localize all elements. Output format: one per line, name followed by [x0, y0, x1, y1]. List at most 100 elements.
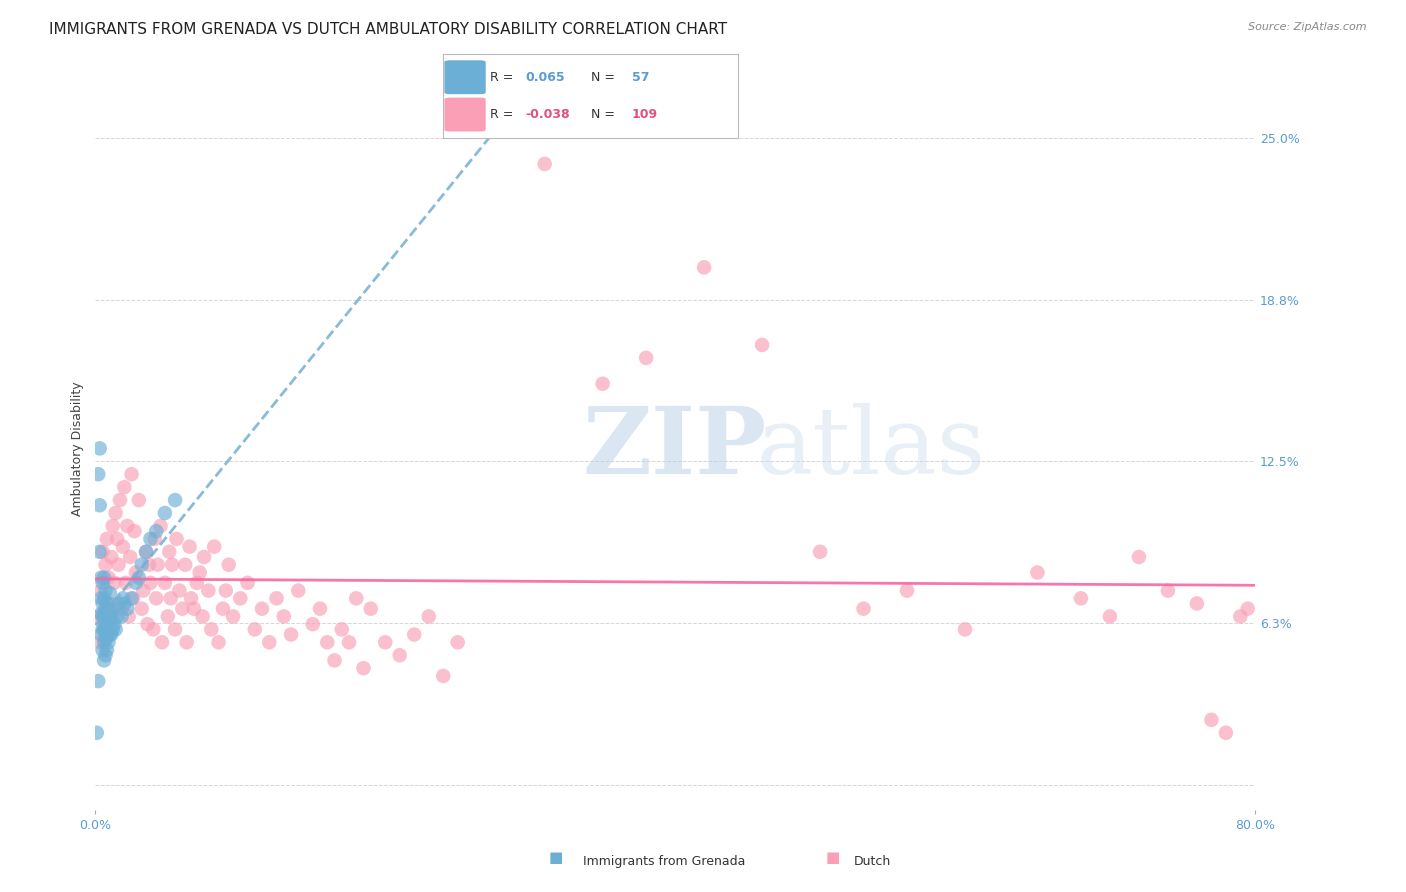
Point [200, 623, 222, 637]
Point [93, 635, 115, 649]
Point [90, 591, 112, 606]
Point [111, 591, 134, 606]
Point [1128, 549, 1150, 564]
Point [309, 601, 332, 615]
Point [191, 609, 214, 624]
Point [222, 609, 245, 624]
Point [125, 575, 148, 590]
Point [301, 617, 323, 632]
Point [266, 591, 288, 606]
FancyBboxPatch shape [444, 61, 485, 95]
Text: R =: R = [491, 70, 513, 84]
Point [136, 617, 159, 632]
Point [1215, 726, 1237, 740]
Point [693, 260, 716, 275]
Point [103, 575, 125, 590]
Point [1098, 609, 1121, 624]
Point [100, 609, 122, 624]
Point [103, 617, 125, 632]
Point [100, 627, 122, 641]
Point [94, 601, 117, 615]
Point [121, 467, 143, 482]
Point [135, 545, 157, 559]
Point [250, 601, 273, 615]
Point [159, 591, 181, 606]
Point [89, 635, 111, 649]
Point [202, 540, 225, 554]
Point [353, 661, 375, 675]
Point [128, 493, 150, 508]
Point [91, 545, 114, 559]
Point [259, 635, 281, 649]
Point [125, 566, 148, 580]
Text: ■: ■ [548, 850, 562, 865]
Point [153, 506, 176, 520]
Text: 109: 109 [631, 108, 658, 121]
Point [176, 635, 198, 649]
Point [157, 545, 180, 559]
Point [114, 575, 136, 590]
Point [138, 558, 160, 572]
Y-axis label: Ambulatory Disability: Ambulatory Disability [72, 381, 84, 516]
Point [111, 540, 134, 554]
Point [93, 653, 115, 667]
Point [91, 623, 114, 637]
Point [87, 467, 110, 482]
Point [94, 617, 117, 632]
Point [101, 601, 124, 615]
Point [97, 623, 120, 637]
Point [218, 558, 240, 572]
Point [1236, 601, 1258, 615]
Point [344, 591, 367, 606]
Point [118, 609, 141, 624]
Point [112, 597, 135, 611]
Point [236, 575, 259, 590]
Point [1070, 591, 1092, 606]
Point [97, 571, 120, 585]
Point [96, 643, 118, 657]
Point [131, 558, 153, 572]
Point [115, 601, 138, 615]
Point [105, 609, 128, 624]
Point [96, 597, 118, 611]
Point [90, 607, 112, 621]
Point [97, 601, 120, 615]
Point [183, 601, 205, 615]
Point [94, 648, 117, 663]
Point [124, 524, 146, 538]
Point [953, 623, 976, 637]
Point [1026, 566, 1049, 580]
Point [91, 609, 114, 624]
Text: ■: ■ [825, 850, 839, 865]
Point [418, 609, 440, 624]
Point [273, 609, 295, 624]
Point [432, 669, 454, 683]
Text: 0.065: 0.065 [526, 70, 565, 84]
Text: atlas: atlas [756, 403, 986, 493]
Point [110, 601, 132, 615]
Point [101, 623, 124, 637]
Point [120, 549, 142, 564]
Point [149, 519, 172, 533]
Text: IMMIGRANTS FROM GRENADA VS DUTCH AMBULATORY DISABILITY CORRELATION CHART: IMMIGRANTS FROM GRENADA VS DUTCH AMBULAT… [49, 22, 727, 37]
Point [287, 583, 309, 598]
Point [751, 338, 773, 352]
Point [100, 549, 122, 564]
Point [91, 643, 114, 657]
Point [89, 545, 111, 559]
Point [105, 532, 128, 546]
Point [145, 591, 167, 606]
Text: Source: ZipAtlas.com: Source: ZipAtlas.com [1249, 22, 1367, 32]
Point [160, 558, 183, 572]
Point [404, 627, 426, 641]
Point [98, 627, 121, 641]
Point [107, 597, 129, 611]
Point [142, 623, 165, 637]
Text: N =: N = [591, 70, 614, 84]
Text: N =: N = [591, 108, 614, 121]
Point [533, 157, 555, 171]
Point [388, 648, 411, 663]
Point [131, 601, 153, 615]
Point [1229, 609, 1251, 624]
Text: -0.038: -0.038 [526, 108, 571, 121]
